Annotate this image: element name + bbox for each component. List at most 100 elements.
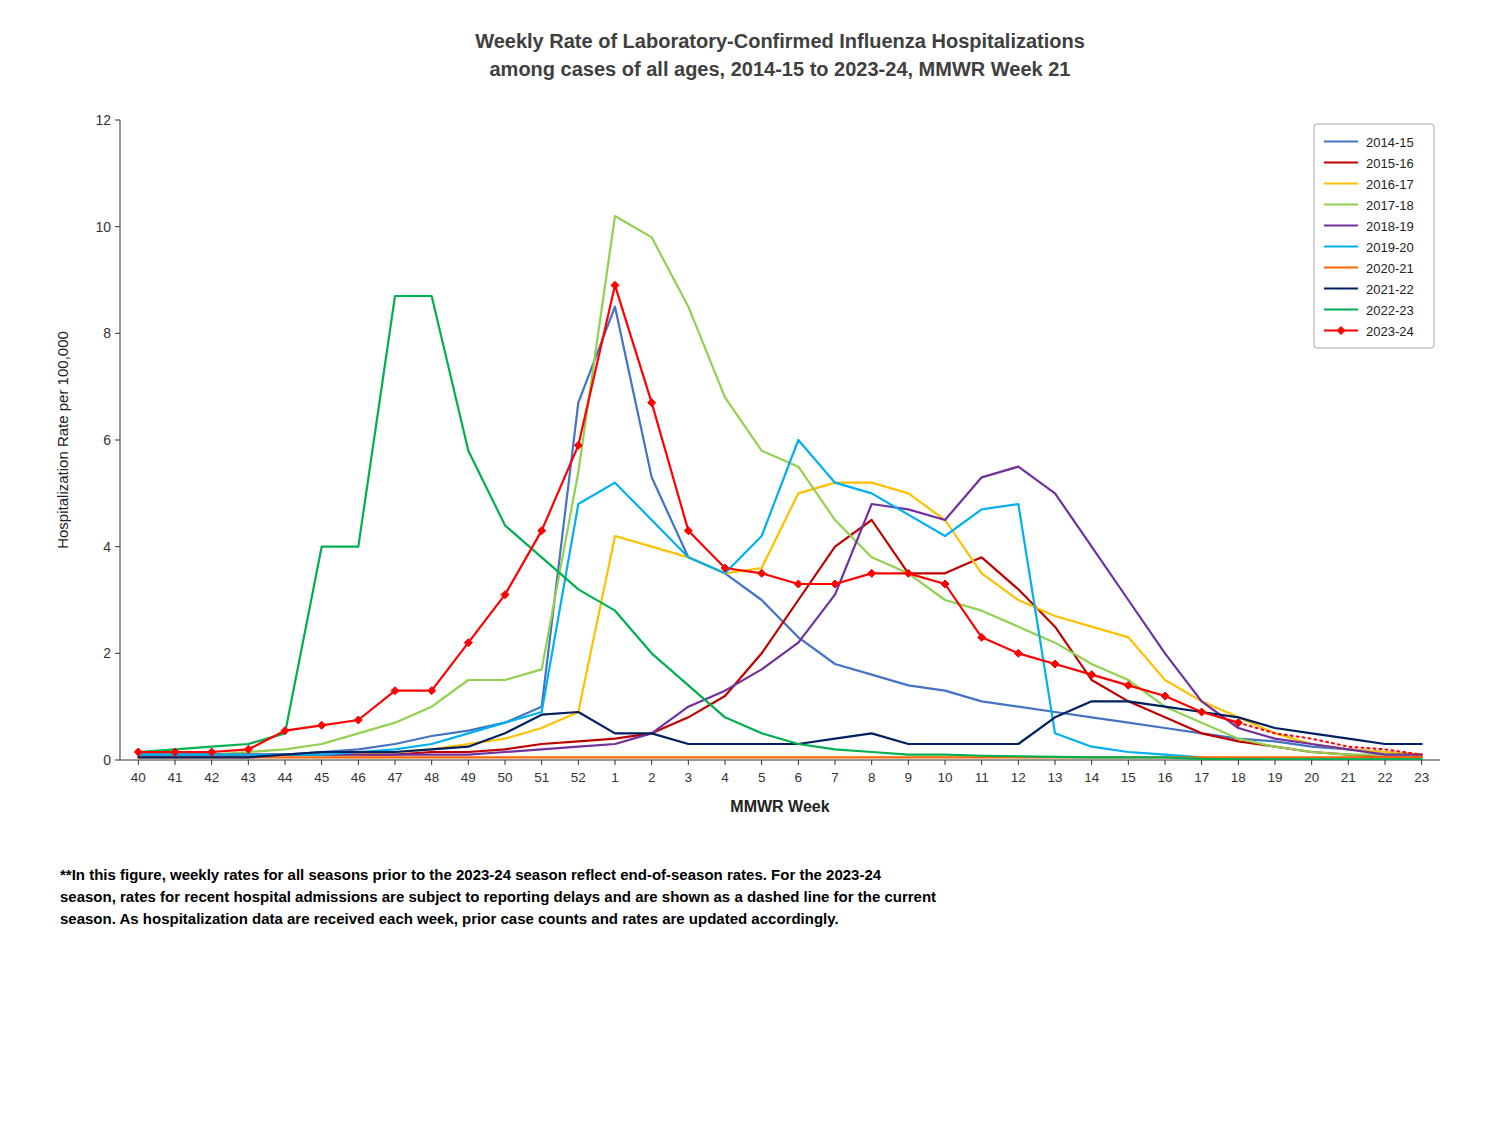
series-marker <box>978 633 986 641</box>
x-tick <box>1238 760 1239 765</box>
x-tick <box>1201 760 1202 765</box>
x-tick <box>1128 760 1129 765</box>
x-tick <box>725 760 726 765</box>
title: Weekly Rate of Laboratory-Confirmed Infl… <box>475 30 1085 52</box>
x-tick <box>1348 760 1349 765</box>
series-marker <box>281 727 289 735</box>
legend-label: 2014-15 <box>1366 135 1414 150</box>
x-tick <box>358 760 359 765</box>
subtitle: among cases of all ages, 2014-15 to 2023… <box>490 58 1071 80</box>
x-tick-label: 2 <box>648 770 656 785</box>
x-tick <box>1091 760 1092 765</box>
x-tick <box>981 760 982 765</box>
y-tick <box>115 120 120 121</box>
x-tick <box>761 760 762 765</box>
series-marker <box>574 441 582 449</box>
series-line <box>138 467 1421 755</box>
x-tick-label: 21 <box>1341 770 1356 785</box>
x-tick <box>431 760 432 765</box>
footnote: **In this figure, weekly rates for all s… <box>60 866 936 927</box>
x-tick-label: 6 <box>795 770 803 785</box>
y-tick-label: 10 <box>95 219 111 235</box>
y-tick-label: 2 <box>103 645 111 661</box>
x-axis-label: MMWR Week <box>730 798 829 815</box>
x-tick-label: 7 <box>831 770 839 785</box>
x-tick <box>248 760 249 765</box>
x-tick-label: 23 <box>1414 770 1429 785</box>
x-tick <box>1311 760 1312 765</box>
series-marker <box>244 745 252 753</box>
x-tick-label: 13 <box>1047 770 1062 785</box>
series-marker <box>208 748 216 756</box>
x-tick <box>321 760 322 765</box>
x-tick-label: 50 <box>497 770 512 785</box>
series-marker <box>391 687 399 695</box>
series-marker <box>354 716 362 724</box>
x-tick <box>1275 760 1276 765</box>
legend-label: 2023-24 <box>1366 324 1414 339</box>
x-tick <box>798 760 799 765</box>
x-tick-label: 46 <box>351 770 366 785</box>
x-tick-label: 1 <box>611 770 619 785</box>
x-tick-label: 9 <box>905 770 913 785</box>
x-tick <box>1165 760 1166 765</box>
series-line <box>138 756 1421 758</box>
x-tick <box>1018 760 1019 765</box>
y-tick-label: 0 <box>103 752 111 768</box>
x-tick <box>468 760 469 765</box>
series-marker <box>794 580 802 588</box>
x-tick-label: 48 <box>424 770 439 785</box>
series-marker <box>1124 681 1132 689</box>
series-marker <box>904 569 912 577</box>
legend-label: 2020-21 <box>1366 261 1414 276</box>
y-tick <box>115 760 120 761</box>
series-marker <box>538 527 546 535</box>
series-marker <box>721 564 729 572</box>
x-tick <box>578 760 579 765</box>
footnote-line: **In this figure, weekly rates for all s… <box>60 866 882 883</box>
x-tick-label: 20 <box>1304 770 1319 785</box>
x-tick <box>651 760 652 765</box>
x-tick <box>688 760 689 765</box>
x-tick-label: 22 <box>1377 770 1392 785</box>
series-line <box>138 307 1421 755</box>
legend-label: 2018-19 <box>1366 219 1414 234</box>
x-tick <box>615 760 616 765</box>
series-marker <box>868 569 876 577</box>
x-tick-label: 19 <box>1267 770 1282 785</box>
x-tick-label: 49 <box>461 770 476 785</box>
x-tick <box>1385 760 1386 765</box>
series-marker <box>464 639 472 647</box>
legend-label: 2021-22 <box>1366 282 1414 297</box>
y-tick <box>115 653 120 654</box>
legend-marker <box>1337 327 1345 335</box>
x-tick <box>211 760 212 765</box>
x-tick-label: 8 <box>868 770 876 785</box>
series-marker <box>1088 671 1096 679</box>
y-tick-label: 8 <box>103 325 111 341</box>
series-marker <box>318 721 326 729</box>
x-tick-label: 15 <box>1121 770 1136 785</box>
y-tick-label: 12 <box>95 112 111 128</box>
footnote-line: season, rates for recent hospital admiss… <box>60 888 936 905</box>
plot-area <box>134 216 1421 759</box>
series-marker <box>684 527 692 535</box>
series-line <box>138 296 1421 759</box>
series-marker <box>611 281 619 289</box>
series-line <box>138 483 1421 755</box>
x-tick-label: 3 <box>685 770 693 785</box>
legend-label: 2015-16 <box>1366 156 1414 171</box>
series-marker <box>1161 692 1169 700</box>
chart: Weekly Rate of Laboratory-Confirmed Infl… <box>0 0 1500 1125</box>
series-marker <box>941 580 949 588</box>
x-tick-label: 41 <box>167 770 182 785</box>
x-tick <box>945 760 946 765</box>
series-line <box>138 440 1421 759</box>
x-tick-label: 42 <box>204 770 219 785</box>
x-tick-label: 14 <box>1084 770 1100 785</box>
x-tick-label: 43 <box>241 770 256 785</box>
x-tick <box>395 760 396 765</box>
x-tick-label: 40 <box>131 770 146 785</box>
x-tick <box>505 760 506 765</box>
series-marker <box>1198 708 1206 716</box>
